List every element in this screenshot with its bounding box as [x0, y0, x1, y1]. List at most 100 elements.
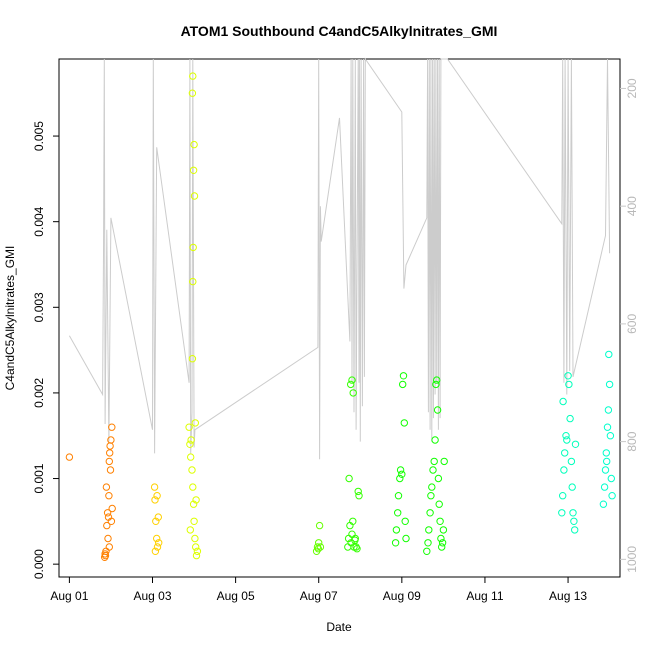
data-point — [103, 509, 112, 517]
data-point — [559, 492, 567, 500]
y-axis-label: C4andC5Alkylnitrates_GMI — [3, 246, 17, 391]
data-point — [599, 500, 608, 508]
data-point — [392, 526, 401, 534]
data-point — [396, 474, 404, 483]
data-point — [603, 423, 612, 431]
data-point — [606, 432, 615, 440]
data-point — [429, 466, 437, 474]
data-point — [188, 355, 197, 363]
data-point — [423, 547, 431, 555]
data-point — [568, 483, 576, 491]
x-tick-label: Aug 05 — [217, 589, 255, 603]
data-point — [105, 492, 113, 500]
data-point — [558, 509, 566, 517]
data-point — [349, 517, 357, 525]
data-point — [424, 539, 432, 547]
data-point — [433, 406, 442, 414]
data-point — [103, 521, 111, 530]
data-point — [431, 436, 439, 444]
right-tick-label: 1000 — [625, 546, 639, 573]
data-point — [566, 414, 574, 423]
data-point — [605, 350, 613, 359]
data-point — [607, 474, 615, 483]
data-point — [107, 517, 116, 525]
data-point — [565, 380, 573, 389]
data-point — [394, 509, 402, 517]
data-point — [190, 140, 198, 149]
data-point — [107, 436, 115, 444]
x-axis: Aug 01 Aug 03 Aug 05 Aug 07 Aug 09 Aug 11 Aug … — [50, 577, 587, 603]
right-axis: 200 400 600 800 1000 — [620, 78, 639, 573]
data-point — [433, 376, 441, 384]
data-point — [348, 530, 356, 538]
data-point — [351, 536, 359, 544]
data-point — [391, 539, 400, 547]
data-point — [347, 380, 355, 389]
data-point — [192, 496, 200, 504]
data-point — [400, 419, 408, 427]
data-point — [569, 509, 577, 517]
data-point — [150, 483, 159, 491]
data-point — [402, 534, 410, 543]
data-point — [153, 492, 161, 500]
data-point — [399, 380, 407, 389]
x-axis-label: Date — [326, 620, 352, 634]
data-point — [438, 543, 446, 551]
y-tick-label: 0.000 — [32, 549, 46, 579]
data-point — [188, 89, 197, 97]
data-point — [102, 483, 111, 491]
x-tick-label: Aug 13 — [549, 589, 587, 603]
data-point — [104, 534, 112, 543]
data-point — [105, 543, 114, 551]
right-tick-label: 200 — [625, 78, 639, 98]
right-tick-label: 800 — [625, 431, 639, 451]
data-point — [189, 72, 197, 80]
data-point — [396, 466, 405, 474]
data-point — [428, 483, 436, 491]
data-point — [316, 543, 325, 551]
y-tick-label: 0.001 — [32, 463, 46, 493]
data-point — [567, 457, 576, 466]
data-point — [398, 470, 406, 478]
data-point — [188, 466, 196, 474]
y-tick-label: 0.004 — [32, 206, 46, 236]
data-point — [602, 449, 610, 457]
data-point — [425, 526, 433, 534]
data-point — [187, 453, 195, 461]
chart-title: ATOM1 Southbound C4andC5Alkylnitrates_GM… — [181, 23, 498, 39]
data-point — [186, 526, 195, 534]
data-point — [563, 436, 571, 444]
data-point — [560, 466, 568, 474]
data-point — [559, 397, 567, 406]
data-point — [106, 466, 115, 474]
data-point — [440, 457, 448, 466]
y-tick-label: 0.005 — [32, 121, 46, 151]
data-point — [190, 192, 199, 200]
data-point — [186, 440, 194, 448]
data-point — [439, 526, 448, 534]
data-point — [151, 547, 160, 555]
data-point — [315, 521, 324, 530]
data-point — [430, 457, 438, 466]
data-point — [152, 517, 160, 525]
x-tick-label: Aug 09 — [383, 589, 421, 603]
x-tick-label: Aug 03 — [133, 589, 171, 603]
data-point — [608, 492, 616, 500]
data-point — [571, 526, 579, 534]
y-tick-label: 0.003 — [32, 292, 46, 322]
plot-frame — [58, 58, 621, 578]
data-point — [605, 380, 614, 389]
data-point — [189, 277, 197, 286]
data-point — [604, 406, 613, 414]
data-point — [189, 500, 198, 508]
data-point — [570, 517, 578, 525]
data-point — [601, 466, 610, 474]
data-point — [348, 376, 356, 384]
data-point — [438, 539, 447, 547]
data-point — [189, 483, 197, 491]
data-point — [355, 492, 363, 500]
data-point — [427, 492, 435, 500]
data-point — [189, 166, 198, 175]
data-point — [65, 453, 74, 461]
